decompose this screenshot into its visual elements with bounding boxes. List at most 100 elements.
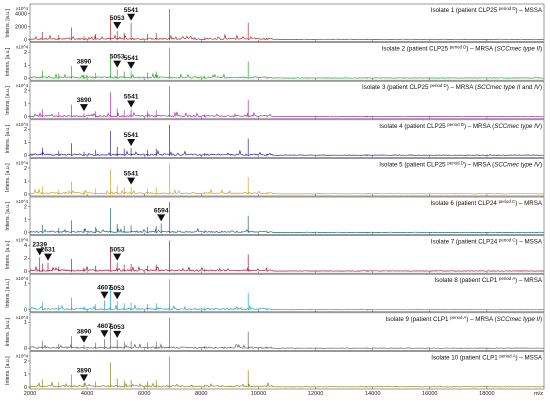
peak-label-5541: 5541 [124,55,139,62]
panel-6: 2 1 0 x10^4 Intens. [a.u.] Isolate 6 (patient… [5,196,545,236]
panel-title-part: period D [450,45,467,50]
panel-2: 2 1 0 x10^4 Intens. [a.u.] Isolate 2 (patient… [5,42,545,82]
peak-marker-5541 [127,139,136,147]
panel-frame [29,80,545,120]
x-tick-label: 10000 [251,391,267,397]
peak-marker-5053 [113,292,122,300]
panel-10: 2 1 0 x10^4 Intens. [a.u.] Isolate 10 (patien… [5,351,545,391]
peak-label-5541: 5541 [124,93,139,100]
y-tick-label: 0 [24,76,27,82]
panel-title-part: Isolate 1 (patient CLP25 [431,7,499,14]
panel-title-part: period A [450,315,466,320]
panel-title-part: Isolate 7 (patient CLP24 [431,239,499,246]
panel-title-part: period C [499,199,516,204]
peak-marker-2631 [44,253,53,261]
y-axis-label: Intens. [a.u.] [5,240,11,269]
panel-title-part: ) – MRSA [515,200,543,207]
y-tick-label: 1 [24,102,27,108]
peak-label-3890: 3890 [77,59,92,66]
y-axis-label: Intens. [a.u.] [5,124,11,153]
y-tick-label: 2 [24,166,27,172]
panel-title: Isolate 10 (patient CLP1 period A) – MSS… [431,353,543,361]
spectrum-line [29,317,544,350]
panel-title: Isolate 9 (patient CLP1 period A) – MRSA… [386,315,542,323]
panel-title-part: SCCmec type II [477,84,521,91]
panel-title-part: Isolate 2 (patient CLP25 [382,46,450,53]
peak-marker-6594 [157,214,166,222]
panel-title-part: ) [540,316,542,323]
peak-label-3890: 3890 [77,367,92,374]
y-tick-label: 0 [24,37,27,43]
panel-title-part: ) – MRSA [515,277,543,284]
y-axis-label: Intens. [a.u.] [5,8,11,37]
panel-title-part: and [520,84,534,91]
panel-title-part: Isolate 9 (patient CLP1 [386,316,451,323]
panel-title-part: ) [540,161,542,168]
y-tick-label: 0 [24,192,27,198]
peak-marker-2339 [35,248,44,256]
panel-3: 2 1 0 x10^4 Intens. [a.u.] Isolate 3 (patient… [5,80,545,121]
peak-marker-5053 [113,253,122,261]
x-tick-label: 12000 [308,391,324,397]
panel-frame [29,119,545,158]
peak-marker-3890 [79,335,88,343]
x-tick-label: 14000 [365,391,381,397]
peak-label-5541: 5541 [124,171,139,178]
panel-title-part: ) [540,46,542,53]
peak-marker-5053 [113,22,122,30]
panel-title-part: ) – MSSA [516,7,543,14]
peak-marker-4607 [100,291,109,299]
y-axis-label: Intens. [a.u.] [5,317,11,346]
peak-marker-5541 [127,177,136,185]
y-exponent-label: x10^4 [16,315,29,320]
x-tick-label: 4000 [81,391,93,397]
y-tick-label: 0 [24,269,27,275]
x-tick-label: 16000 [422,391,438,397]
y-tick-label: 1 [24,320,27,326]
peak-label-5541: 5541 [124,132,139,139]
y-tick-label: 1 [24,282,27,288]
panel-title-part: period D [447,160,464,165]
panel-title-part: SCCmec type IV [494,123,541,130]
peak-marker-5053 [113,330,122,338]
peak-marker-5053 [113,60,122,68]
spectrum-line [29,202,544,234]
y-tick-label: 2 [24,50,27,56]
y-tick-label: 0 [24,385,27,391]
y-axis-label: Intens. [a.u.] [5,356,11,385]
panel-title-part: period D [499,6,516,11]
peak-label-3890: 3890 [77,329,92,336]
panel-frame [29,351,545,390]
panel-title-part: SCCmec type II [497,316,541,323]
y-exponent-label: x10^4 [16,122,29,127]
panel-4: 2 1 0 x10^4 Intens. [a.u.] Isolate 4 (patient… [5,119,545,159]
y-exponent-label: x10^4 [16,238,29,243]
peak-label-5053: 5053 [110,285,125,292]
y-exponent-label: x10^4 [16,353,29,358]
panel-title-part: ) – MRSA ( [464,123,495,130]
y-tick-label: 0 [24,230,27,236]
y-tick-label: 1 [24,63,27,69]
spectrum-line [29,279,544,312]
peak-marker-3890 [79,104,88,112]
panel-frame [29,196,545,235]
spectrum-line [29,47,544,80]
spectrum-line [29,124,544,157]
y-tick-label: 4 [24,243,27,249]
peak-label-5053: 5053 [110,54,125,61]
panel-title-part: SCCmec type II [497,46,541,53]
panel-title: Isolate 5 (patient CLP25 period D) – MRS… [379,160,542,168]
y-tick-label: 2 [24,204,27,210]
panel-8: 1 0 x10^4 Intens. [a.u.] Isolate 8 (patient … [5,273,545,314]
panel-title-part: period D [447,122,464,127]
y-tick-label: 2 [24,127,27,133]
panel-title-part: period A [499,353,515,358]
panel-title-part: Isolate 10 (patient CLP1 [431,354,499,361]
panel-title: Isolate 1 (patient CLP25 period D) – MSS… [431,6,543,14]
peak-label-2339: 2339 [32,241,47,248]
peak-label-3890: 3890 [77,97,92,104]
y-axis-label: Intens. [a.u.] [5,86,11,115]
panel-title: Isolate 6 (patient CLP24 period C) – MRS… [430,199,542,207]
spectrum-line [29,163,544,196]
panel-title-part: Isolate 6 (patient CLP24 [430,200,498,207]
